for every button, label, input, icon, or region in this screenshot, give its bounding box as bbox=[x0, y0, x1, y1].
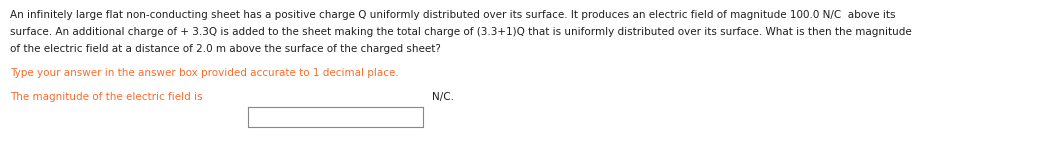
Text: An infinitely large flat non-conducting sheet has a positive charge Q uniformly : An infinitely large flat non-conducting … bbox=[10, 10, 896, 20]
Text: of the electric field at a distance of 2.0 m above the surface of the charged sh: of the electric field at a distance of 2… bbox=[10, 44, 441, 54]
Text: The magnitude of the electric field is: The magnitude of the electric field is bbox=[10, 92, 203, 102]
Text: surface. An additional charge of + 3.3Q is added to the sheet making the total c: surface. An additional charge of + 3.3Q … bbox=[10, 27, 911, 37]
Text: N/C.: N/C. bbox=[432, 92, 454, 102]
Text: Type your answer in the answer box provided accurate to 1 decimal place.: Type your answer in the answer box provi… bbox=[10, 68, 399, 78]
